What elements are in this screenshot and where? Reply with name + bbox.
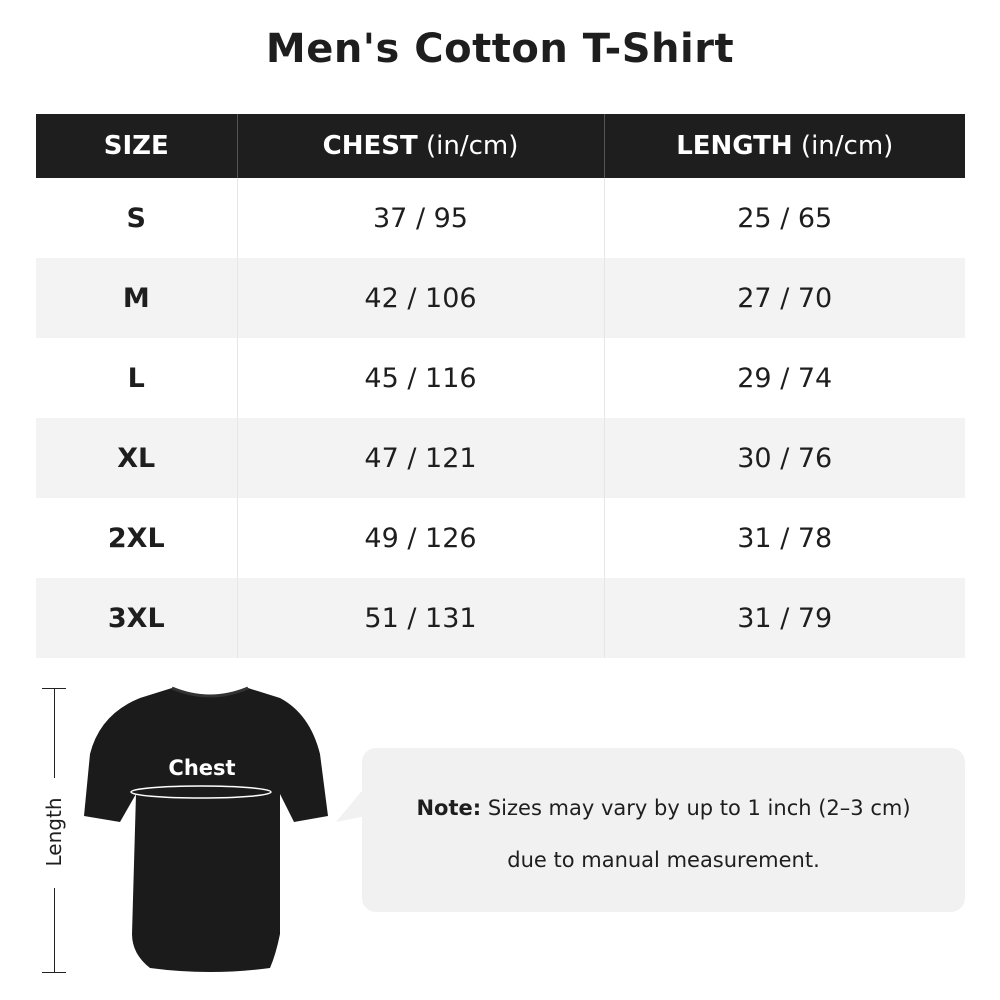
table-header-row: SIZE CHEST (in/cm) LENGTH (in/cm) [36,114,965,178]
cell-length: 29 / 74 [603,338,965,418]
length-label: Length [42,797,66,867]
cell-length: 30 / 76 [603,418,965,498]
note-box: Note: Sizes may vary by up to 1 inch (2–… [362,748,965,912]
header-length: LENGTH (in/cm) [603,114,965,178]
table-row: 2XL 49 / 126 31 / 78 [36,498,965,578]
page-title: Men's Cotton T-Shirt [265,26,735,72]
cell-chest: 42 / 106 [236,258,604,338]
cell-size: L [127,362,145,394]
tshirt-image [84,686,328,972]
cell-chest: 47 / 121 [236,418,604,498]
header-chest: CHEST (in/cm) [236,114,604,178]
table-row: 3XL 51 / 131 31 / 79 [36,578,965,658]
cell-chest: 51 / 131 [236,578,604,658]
table-row: S 37 / 95 25 / 65 [36,178,965,258]
cell-chest: 45 / 116 [236,338,604,418]
note-line-1: Note: Sizes may vary by up to 1 inch (2–… [416,796,911,820]
cell-length: 25 / 65 [603,178,965,258]
cell-size: M [36,258,237,338]
cell-size: 2XL [107,522,165,554]
chest-label: Chest [168,756,236,780]
cell-size: XL [36,418,237,498]
chest-measure-icon [130,785,272,799]
length-line-top [54,688,55,778]
header-size: SIZE [36,114,237,178]
table-row: XL 47 / 121 30 / 76 [36,418,965,498]
cell-chest: 37 / 95 [236,178,604,258]
cell-length: 31 / 78 [603,498,965,578]
length-line-bottom [54,888,55,972]
table-row: M 42 / 106 27 / 70 [36,258,965,338]
speech-tail-icon [336,786,366,822]
cell-size: 3XL [36,578,237,658]
cell-length: 31 / 79 [603,578,965,658]
cell-size: S [126,202,146,234]
length-bottom-tick [42,972,66,973]
cell-length: 27 / 70 [603,258,965,338]
table-row: L 45 / 116 29 / 74 [36,338,965,418]
note-line-2: due to manual measurement. [507,848,820,872]
cell-chest: 49 / 126 [236,498,604,578]
size-chart-table: SIZE CHEST (in/cm) LENGTH (in/cm) S 37 / … [36,114,965,658]
